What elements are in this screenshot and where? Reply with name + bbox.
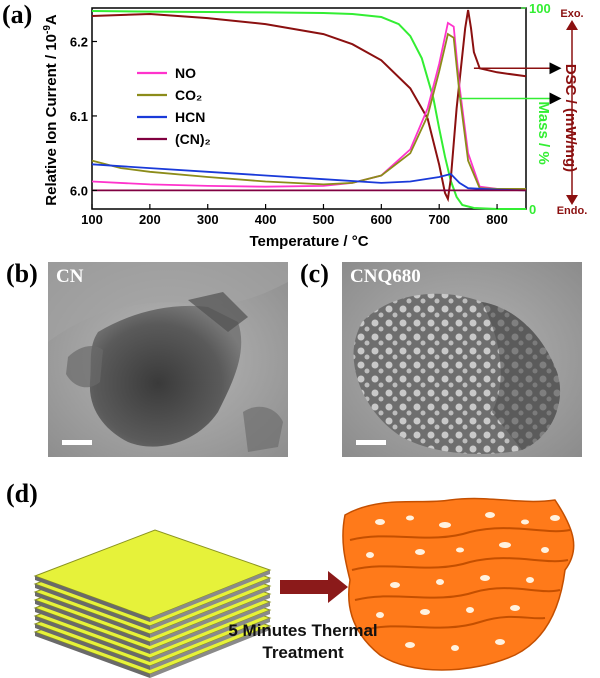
y-axis-dsc-label: DSC / (mW/mg) (562, 64, 579, 172)
x-tick-label: 500 (313, 212, 335, 227)
dsc-curve (91, 9, 527, 203)
sheet-edge (35, 576, 150, 622)
panel-label-c: (c) (300, 259, 329, 288)
dsc-exo-label: Exo. (560, 8, 583, 20)
tem-image-cn: CN (48, 262, 288, 457)
sheet-edge (150, 586, 270, 638)
tem-micrograph-cnq680 (342, 262, 582, 457)
sheet-edge (150, 570, 270, 622)
sheet-edge (150, 618, 270, 670)
sheet-edge (35, 616, 150, 662)
y-left-tick-label: 6.0 (70, 183, 88, 198)
x-tick-label: 800 (486, 212, 508, 227)
dsc-endo-arrowhead (566, 195, 578, 205)
series-line-2 (91, 163, 527, 192)
tem-label-cnq680: CNQ680 (350, 266, 421, 287)
legend-label: (CN)₂ (175, 131, 211, 147)
x-tick-label: 100 (81, 212, 103, 227)
series-line-0 (91, 21, 526, 190)
x-tick-label: 200 (139, 212, 161, 227)
scale-bar (356, 440, 386, 445)
dsc-exo-arrowhead (566, 20, 578, 30)
sheet-edge (150, 594, 270, 646)
scale-bar (62, 440, 92, 445)
thermal-treatment-schematic (33, 497, 575, 678)
x-axis-label: Temperature / °C (249, 233, 368, 250)
y-left-tick-label: 6.2 (70, 35, 88, 50)
sheet-edge (150, 578, 270, 630)
x-tick-label: 400 (255, 212, 277, 227)
process-arrow (280, 571, 348, 603)
series-line-1 (91, 32, 526, 190)
y-right-tick-label: 100 (529, 1, 551, 16)
x-tick-label: 700 (428, 212, 450, 227)
sheet-edge (35, 592, 150, 638)
sheet-edge (35, 624, 150, 670)
tem-label-cn: CN (56, 266, 84, 287)
sheet-edge (35, 632, 150, 678)
mass-curve (91, 10, 526, 210)
sheet-edge (150, 602, 270, 654)
legend-label: NO (175, 65, 196, 81)
dsc-endo-label: Endo. (557, 205, 588, 217)
sheet-edge (35, 584, 150, 630)
sheet-edge (150, 626, 270, 678)
sheet-edge (150, 610, 270, 662)
x-tick-label: 300 (197, 212, 219, 227)
caption-line-2: Treatment (262, 643, 344, 662)
porous-product-illustration (342, 497, 575, 671)
tem-image-cnq680: CNQ680 (342, 262, 582, 457)
sheet-edge (35, 600, 150, 646)
legend-label: HCN (175, 109, 205, 125)
sheet-edge (35, 608, 150, 654)
caption-line-1: 5 Minutes Thermal (228, 621, 378, 640)
tg-ms-dsc-chart: 100 200 300 400 500 600 700 800 6.06.16.2 0100 … (42, 1, 588, 250)
panel-label-d: (d) (6, 479, 38, 508)
y-right-tick-label: 0 (529, 202, 536, 217)
layered-sheets-stack (33, 529, 272, 678)
y-axis-mass-label: Mass / % (535, 101, 552, 164)
plot-frame (91, 7, 527, 210)
y-axis-left-label: Relative Ion Current / 10-9A (42, 14, 60, 206)
x-tick-label: 600 (370, 212, 392, 227)
tem-micrograph-cn (48, 262, 288, 457)
panel-label-b: (b) (6, 259, 38, 288)
legend-label: CO₂ (175, 87, 202, 103)
y-left-tick-label: 6.1 (70, 109, 88, 124)
schematic-caption: 5 Minutes Thermal Treatment (208, 620, 398, 664)
panel-label-a: (a) (2, 0, 33, 29)
